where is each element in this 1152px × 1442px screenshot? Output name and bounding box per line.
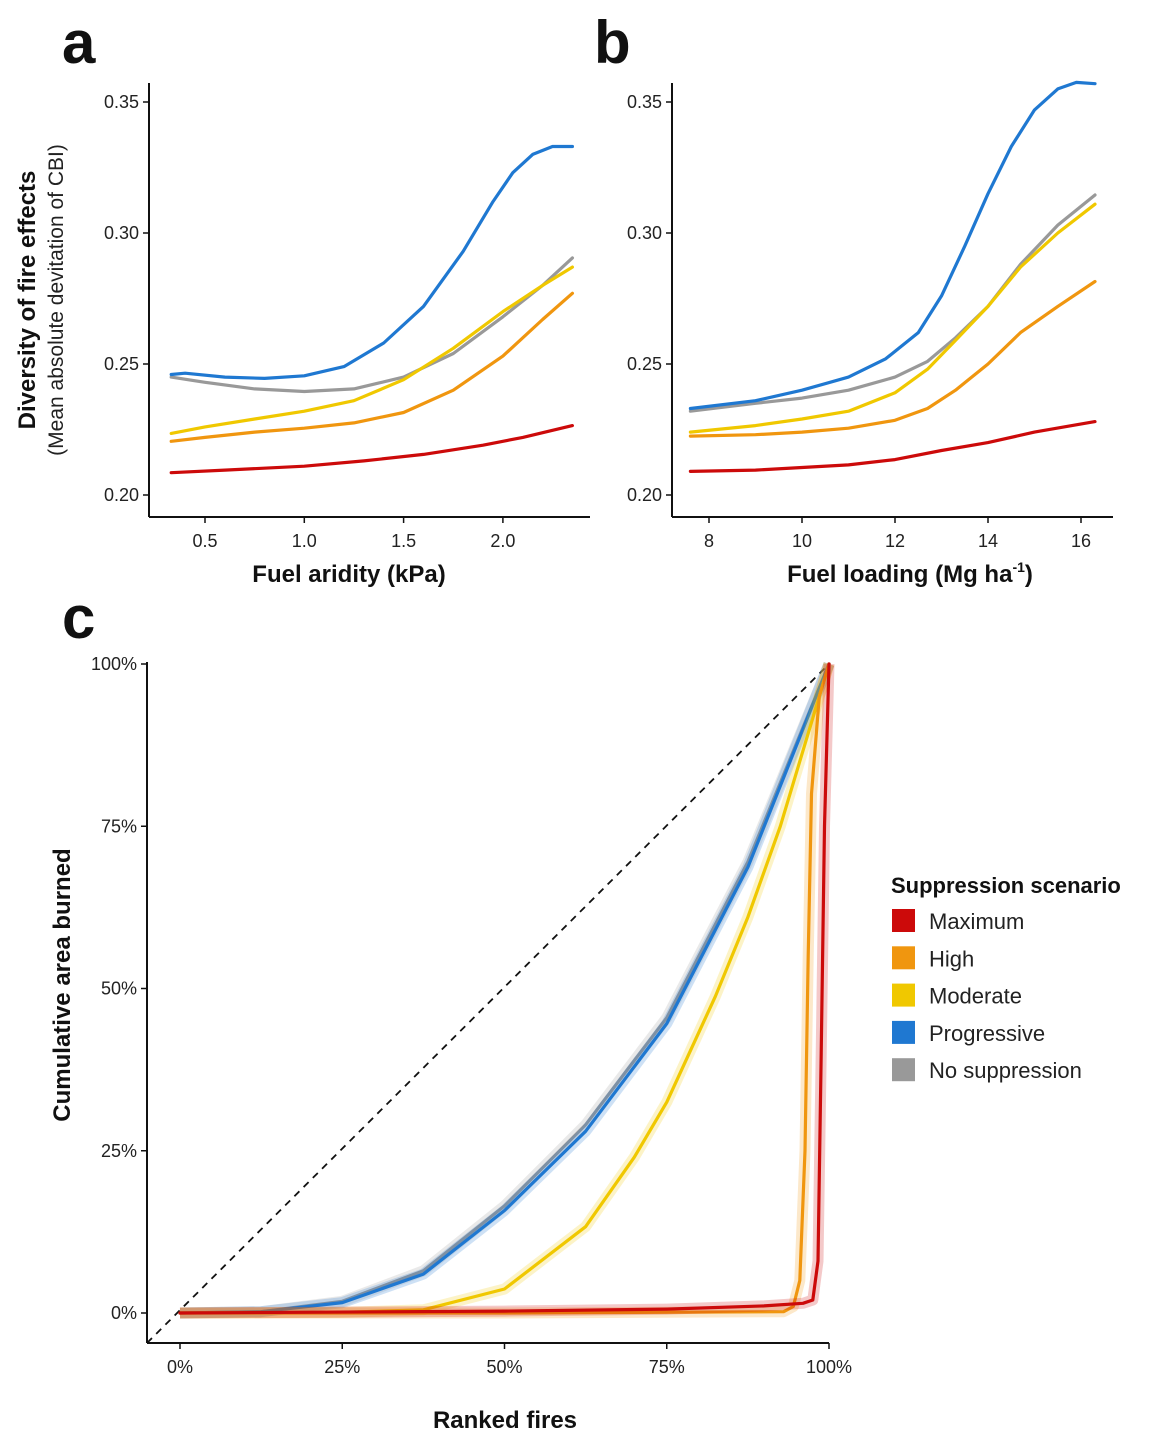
y-tick-label: 25% (101, 1141, 137, 1161)
series-line-maximum (688, 420, 1097, 473)
panel-label-b: b (594, 9, 631, 76)
x-tick-label: 25% (324, 1357, 360, 1377)
y-tick-label: 0.35 (627, 92, 662, 112)
legend-item-maximum: Maximum (929, 909, 1024, 934)
legend-item-none: No suppression (929, 1058, 1082, 1083)
panel-b: 0.20 0.25 0.30 0.35 8 10 12 14 16 (627, 80, 1113, 551)
x-tick-label: 16 (1071, 531, 1091, 551)
series-line-no-suppression (169, 256, 575, 394)
x-tick-label: 50% (486, 1357, 522, 1377)
panel-b-x-axis-title-sup: -1 (1012, 559, 1025, 575)
legend-swatch-high (892, 946, 915, 970)
series-line-high (178, 662, 831, 1315)
y-tick-label: 0.20 (104, 485, 139, 505)
y-tick-label: 75% (101, 816, 137, 836)
legend-item-moderate: Moderate (929, 984, 1022, 1009)
series-line-progressive (178, 662, 831, 1315)
y-tick-label: 0.25 (104, 354, 139, 374)
x-tick-label: 100% (806, 1357, 852, 1377)
series-line-high (688, 279, 1097, 438)
panel-a-x-axis-title: Fuel aridity (kPa) (252, 561, 445, 588)
legend-swatch-maximum (892, 909, 915, 932)
x-tick-label: 1.5 (391, 531, 416, 551)
panel-label-a: a (62, 9, 96, 76)
panel-a: 0.20 0.25 0.30 0.35 0.5 1.0 1.5 2.0 (104, 83, 590, 551)
y-tick-label: 0.25 (627, 354, 662, 374)
legend-swatch-none (892, 1058, 915, 1082)
panel-label-c: c (62, 584, 95, 651)
series-line-moderate (688, 202, 1097, 434)
legend: Suppression scenario Maximum High Moderate… (891, 873, 1121, 1083)
x-tick-label: 0% (167, 1357, 193, 1377)
series-line-maximum (178, 662, 831, 1315)
x-tick-label: 12 (885, 531, 905, 551)
legend-item-progressive: Progressive (929, 1021, 1045, 1046)
x-tick-label: 1.0 (292, 531, 317, 551)
y-tick-label: 0.30 (104, 223, 139, 243)
panel-c-y-axis-title: Cumulative area burned (49, 848, 76, 1121)
y-tick-label: 100% (91, 654, 137, 674)
series-line-high (169, 291, 575, 443)
panel-b-x-axis-title-main: Fuel loading (Mg ha (787, 561, 1013, 588)
legend-swatch-moderate (892, 983, 915, 1007)
panel-a-y-axis-subtitle: (Mean absolute devitation of CBI) (45, 144, 68, 456)
series-line-moderate (169, 265, 575, 435)
panel-c: 0% 25% 50% 75% 100% 0% 25% 50% 75% 100% (91, 654, 852, 1377)
series-line-no-suppression (688, 193, 1097, 413)
x-tick-label: 0.5 (192, 531, 217, 551)
legend-item-high: High (929, 946, 974, 971)
x-tick-label: 10 (792, 531, 812, 551)
series-line-maximum (169, 424, 575, 475)
x-tick-label: 14 (978, 531, 998, 551)
y-tick-label: 0.30 (627, 223, 662, 243)
y-tick-label: 0.35 (104, 92, 139, 112)
panel-c-x-axis-title: Ranked fires (433, 1407, 577, 1434)
x-tick-label: 2.0 (490, 531, 515, 551)
panel-a-y-axis-title: Diversity of fire effects (14, 171, 41, 430)
series-line-progressive (688, 80, 1097, 411)
reference-line-1to1 (146, 663, 830, 1344)
y-tick-label: 0.20 (627, 485, 662, 505)
y-tick-label: 0% (111, 1303, 137, 1323)
legend-swatch-progressive (892, 1020, 915, 1044)
panel-b-x-axis-title: Fuel loading (Mg ha-1) (787, 559, 1033, 588)
x-tick-label: 8 (704, 531, 714, 551)
legend-title: Suppression scenario (891, 873, 1121, 898)
series-line-progressive (169, 144, 575, 380)
x-tick-label: 75% (649, 1357, 685, 1377)
panel-b-x-axis-title-end: ) (1025, 561, 1033, 588)
y-tick-label: 50% (101, 979, 137, 999)
